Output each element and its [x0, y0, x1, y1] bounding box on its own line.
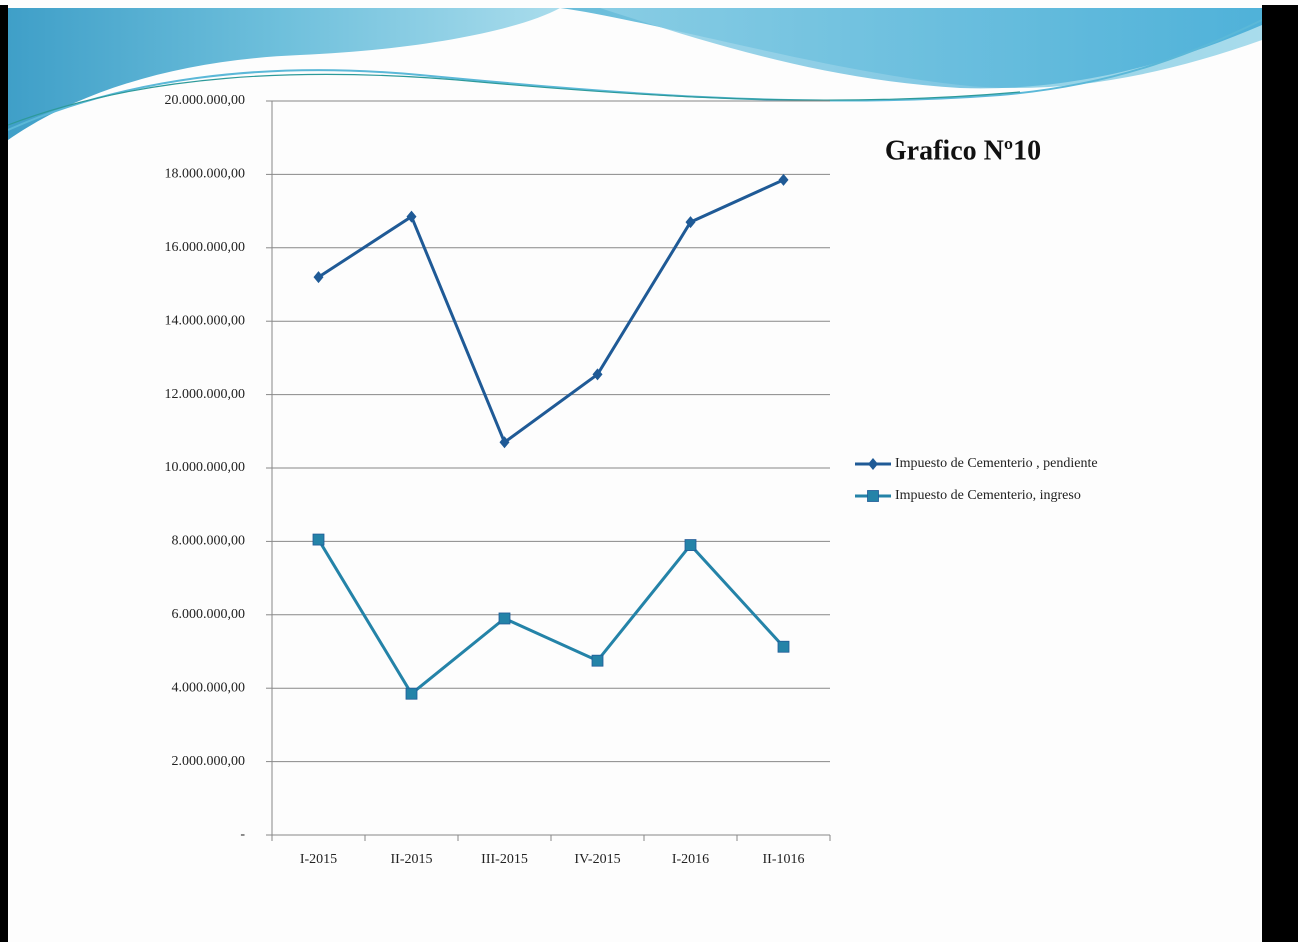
legend-marker [867, 490, 879, 502]
series-line [317, 538, 785, 696]
y-tick-label: 2.000.000,00 [172, 754, 246, 769]
y-tick-label: 14.000.000,00 [165, 313, 246, 328]
data-point [778, 173, 789, 186]
chart-title: Grafico Nº10 [885, 135, 1041, 166]
decor-wave [600, 8, 1262, 89]
legend-label: Impuesto de Cementerio, ingreso [895, 488, 1081, 503]
y-tick-label: 8.000.000,00 [172, 534, 246, 549]
data-point [405, 687, 418, 700]
data-point [684, 539, 697, 551]
legend-label: Impuesto de Cementerio , pendiente [895, 456, 1098, 471]
x-tick-label: III-2015 [481, 852, 528, 867]
data-point [685, 216, 696, 229]
data-point [312, 533, 325, 546]
data-point [499, 436, 510, 449]
x-tick-label: II-1016 [763, 852, 805, 867]
y-tick-label: 18.000.000,00 [165, 167, 246, 182]
x-tick-label: I-2015 [300, 852, 337, 867]
series-line [317, 178, 785, 445]
frame-left [0, 5, 8, 942]
y-tick-label: 16.000.000,00 [165, 240, 246, 255]
data-point [313, 271, 324, 284]
y-tick-label: 6.000.000,00 [172, 607, 246, 622]
data-point [498, 612, 511, 625]
y-tick-label: 12.000.000,00 [165, 387, 246, 402]
x-tick-label: II-2015 [391, 852, 433, 867]
x-tick-label: IV-2015 [574, 852, 620, 867]
y-tick-label: 4.000.000,00 [172, 680, 246, 695]
y-tick-label: 10.000.000,00 [165, 460, 246, 475]
data-point [591, 654, 604, 667]
data-point [406, 210, 417, 223]
decor-wave [8, 8, 560, 140]
data-point [592, 368, 603, 381]
frame-right [1262, 5, 1298, 942]
data-point [777, 640, 790, 653]
decor-line [7, 73, 1021, 126]
x-tick-label: I-2016 [672, 852, 709, 867]
y-tick-label: - [240, 827, 245, 842]
y-tick-label: 20.000.000,00 [165, 93, 246, 108]
legend-marker [868, 458, 878, 470]
